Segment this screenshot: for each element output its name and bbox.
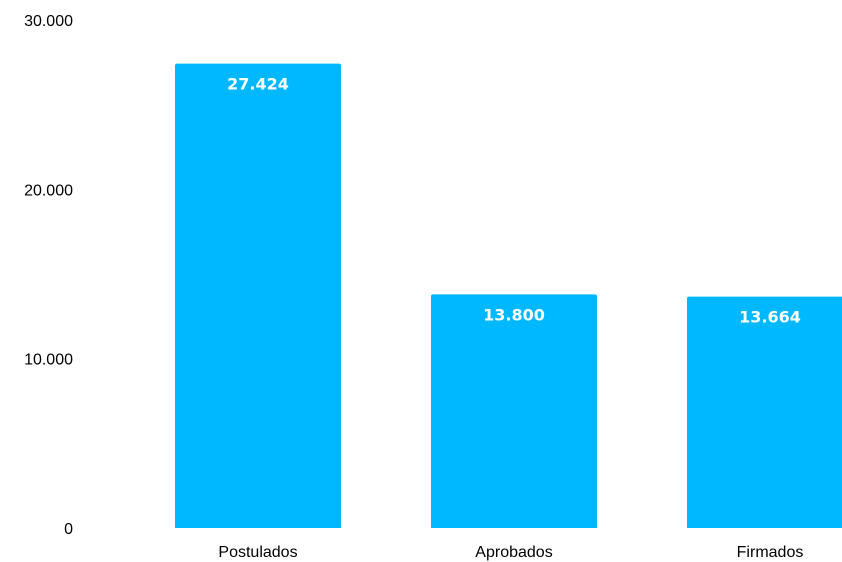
y-tick-label: 20.000 [24,182,73,199]
bar [175,63,341,528]
bar [687,296,842,528]
bar-value-label: 27.424 [227,75,289,94]
x-tick-label: Postulados [218,544,297,561]
y-tick-label: 10.000 [24,352,73,369]
y-axis: 0 10.000 20.000 30.000 [24,13,73,538]
bar-value-label: 13.664 [739,308,801,327]
y-tick-label: 30.000 [24,13,73,30]
bar [431,294,597,528]
y-tick-label: 0 [64,521,73,538]
x-tick-label: Firmados [737,544,804,561]
bars: 27.424 13.800 13.664 [175,63,842,528]
x-axis: Postulados Aprobados Firmados [218,544,803,561]
bar-value-label: 13.800 [483,305,545,324]
x-tick-label: Aprobados [475,544,552,561]
